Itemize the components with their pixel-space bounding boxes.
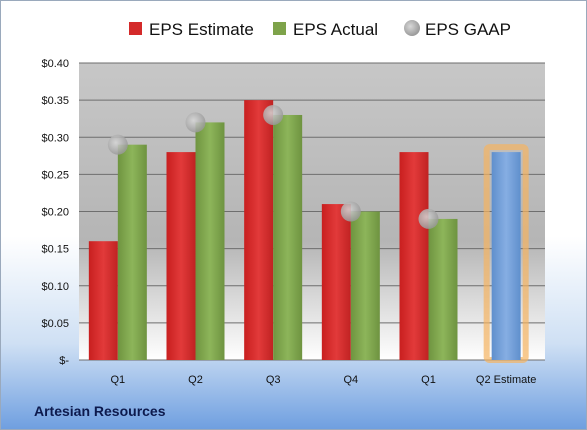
legend-label: EPS GAAP: [425, 20, 511, 39]
bar-eps-actual: [428, 218, 458, 360]
point-eps-gaap: [185, 112, 206, 133]
point-eps-gaap: [107, 134, 128, 155]
bar-eps-actual: [195, 122, 225, 361]
bar-eps-actual: [117, 144, 147, 360]
x-tick-label: Q1: [110, 374, 125, 386]
y-tick-label: $-: [59, 355, 69, 367]
legend-label: EPS Estimate: [149, 20, 254, 39]
x-tick-label: Q1: [421, 374, 436, 386]
x-tick-label: Q4: [343, 374, 358, 386]
legend-label: EPS Actual: [293, 20, 378, 39]
y-tick-label: $0.30: [41, 132, 69, 144]
legend-eps-estimate: EPS Estimate: [129, 20, 254, 39]
x-tick-label: Q3: [266, 374, 281, 386]
bar-eps-estimate: [321, 204, 351, 360]
legend-swatch: [129, 22, 142, 35]
y-tick-label: $0.15: [41, 244, 69, 256]
bar-eps-actual: [273, 114, 303, 360]
y-tick-label: $0.10: [41, 281, 69, 293]
legend-swatch: [273, 22, 286, 35]
bar-eps-actual: [350, 211, 380, 360]
legend-eps-gaap: EPS GAAP: [404, 20, 511, 39]
bar-eps-estimate-future: [491, 152, 521, 360]
x-tick-label: Q2 Estimate: [476, 374, 537, 386]
point-eps-gaap: [340, 201, 361, 222]
y-tick-label: $0.40: [41, 58, 69, 70]
y-tick-label: $0.25: [41, 169, 69, 181]
legend-swatch: [404, 20, 420, 36]
point-eps-gaap: [418, 208, 439, 229]
bar-eps-estimate: [399, 152, 429, 360]
bar-eps-estimate: [244, 100, 274, 360]
bar-eps-estimate: [88, 241, 118, 360]
y-tick-label: $0.35: [41, 95, 69, 107]
legend-eps-actual: EPS Actual: [273, 20, 378, 39]
y-tick-label: $0.20: [41, 207, 69, 219]
company-name: Artesian Resources: [34, 403, 166, 419]
y-tick-label: $0.05: [41, 318, 69, 330]
bar-eps-estimate: [166, 152, 196, 360]
point-eps-gaap: [263, 104, 284, 125]
x-tick-label: Q2: [188, 374, 203, 386]
